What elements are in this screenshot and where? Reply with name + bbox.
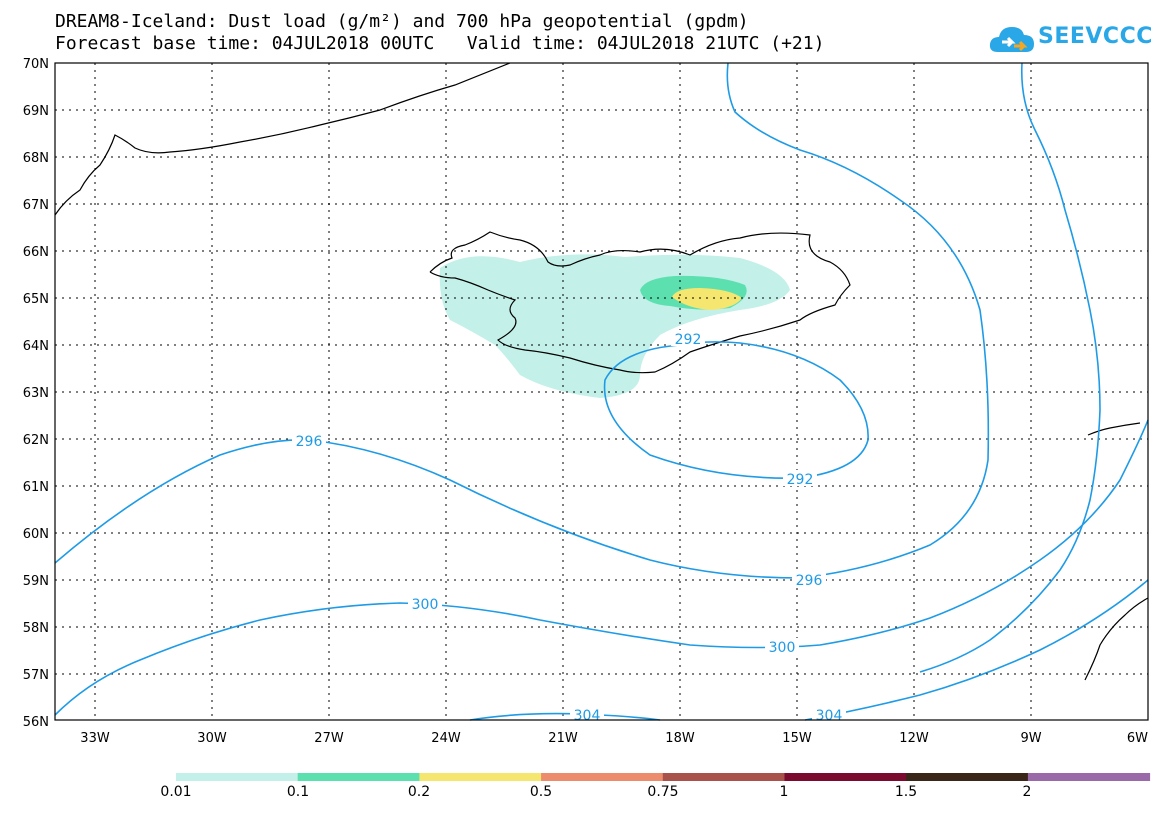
lon-label: 30W [197, 731, 227, 746]
iceland-coast [429, 231, 851, 374]
contour-labels: 292 292 296 296 300 300 304 304 [292, 330, 846, 724]
legend-swatch [906, 773, 1029, 781]
legend-label: 1 [779, 784, 789, 800]
contour-label-300b: 300 [769, 640, 796, 656]
contour-label-296b: 296 [796, 573, 823, 589]
map-frame [54, 62, 1149, 721]
lon-label: 21W [548, 731, 578, 746]
latitude-labels: 70N 69N 68N 67N 66N 65N 64N 63N 62N 61N … [23, 57, 49, 730]
lon-label: 24W [431, 731, 461, 746]
legend-swatch [662, 773, 785, 781]
lat-label: 59N [23, 574, 49, 589]
lon-label: 12W [899, 731, 929, 746]
dust-level-0.01 [439, 254, 790, 398]
logo-text: SEEVCCC [1038, 24, 1153, 49]
legend-swatch [541, 773, 664, 781]
lat-label: 66N [23, 245, 49, 260]
lon-label: 15W [782, 731, 812, 746]
lon-label: 6W [1127, 731, 1148, 746]
lat-label: 64N [23, 339, 49, 354]
legend-swatch [784, 773, 907, 781]
lat-label: 57N [23, 668, 49, 683]
contour-label-304b: 304 [816, 708, 843, 724]
legend-label: 0.2 [407, 784, 431, 800]
legend-label: 0.1 [286, 784, 310, 800]
contour-296-east [919, 62, 1101, 673]
lat-label: 70N [23, 57, 49, 72]
lat-label: 67N [23, 198, 49, 213]
lat-label: 56N [23, 715, 49, 730]
dust-level-0.2 [672, 288, 742, 310]
lon-label: 33W [80, 731, 110, 746]
legend-swatch [419, 773, 542, 781]
legend-color-bar [176, 773, 1151, 781]
legend-label: 1.5 [894, 784, 918, 800]
dust-shading [439, 254, 790, 398]
cloud-logo-icon [989, 27, 1034, 52]
contour-label-296a: 296 [296, 434, 323, 450]
legend-label: 0.01 [160, 784, 192, 800]
norway-coast-north [1087, 422, 1141, 436]
graticule [55, 63, 1148, 720]
contour-304-east [804, 579, 1149, 721]
legend-label: 2 [1022, 784, 1032, 800]
legend-swatch [176, 773, 299, 781]
lat-label: 62N [23, 433, 49, 448]
lon-label: 27W [314, 731, 344, 746]
lat-label: 65N [23, 292, 49, 307]
lat-label: 68N [23, 151, 49, 166]
contour-300 [54, 419, 1149, 716]
lon-label: 18W [665, 731, 695, 746]
lat-label: 69N [23, 104, 49, 119]
seevccc-logo: SEEVCCC [988, 22, 1152, 56]
lat-label: 58N [23, 621, 49, 636]
lat-label: 60N [23, 527, 49, 542]
contour-292 [603, 341, 869, 479]
contour-label-304a: 304 [574, 708, 601, 724]
greenland-coast [54, 62, 511, 216]
contour-304 [469, 712, 661, 721]
legend-swatch [1027, 773, 1151, 781]
norway-coast-south [1084, 597, 1149, 681]
lat-label: 63N [23, 386, 49, 401]
lat-label: 61N [23, 480, 49, 495]
legend-swatch [297, 773, 420, 781]
contour-label-292b: 292 [787, 472, 814, 488]
contour-label-300a: 300 [412, 597, 439, 613]
contour-label-292a: 292 [675, 332, 702, 348]
chart-title-line2: Forecast base time: 04JUL2018 00UTC Vali… [55, 33, 825, 54]
lon-label: 9W [1020, 731, 1041, 746]
legend-label: 0.75 [647, 784, 679, 800]
longitude-labels: 33W 30W 27W 24W 21W 18W 15W 12W 9W 6W [80, 731, 1148, 746]
coastlines [54, 62, 1149, 681]
legend-label: 0.5 [529, 784, 553, 800]
chart-title-line1: DREAM8-Iceland: Dust load (g/m²) and 700… [55, 11, 749, 32]
